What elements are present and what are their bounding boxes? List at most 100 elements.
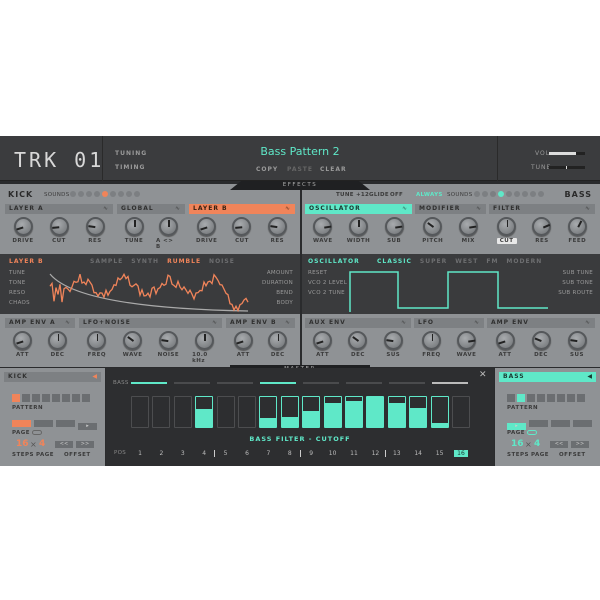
pattern-pad[interactable] <box>537 394 545 402</box>
vol-slider[interactable] <box>549 152 585 155</box>
sequencer-step[interactable] <box>131 396 149 428</box>
side-header[interactable]: BASS ◀ <box>499 372 596 382</box>
sound-slot[interactable] <box>118 191 124 197</box>
pattern-title[interactable]: Bass Pattern 2 <box>260 145 340 158</box>
lane-segment[interactable] <box>432 382 468 384</box>
knob-dec[interactable]: DEC <box>263 331 293 358</box>
loop-icon[interactable] <box>527 430 537 435</box>
section-header[interactable]: AUX ENV ∿ <box>305 318 411 328</box>
knob-dial[interactable] <box>531 331 551 350</box>
knob-dial[interactable] <box>422 331 441 350</box>
knob-dial[interactable] <box>124 217 144 236</box>
section-header[interactable]: LAYER B ∿ <box>189 204 295 214</box>
knob-dec[interactable]: DEC <box>43 331 73 358</box>
position-16[interactable]: 16 <box>454 450 468 457</box>
lane-segment[interactable] <box>217 382 253 384</box>
sound-slot[interactable] <box>514 191 520 197</box>
tune-slider[interactable] <box>549 166 585 169</box>
section-header[interactable]: FILTER ∿ <box>489 204 595 214</box>
sequencer-step[interactable] <box>216 396 235 428</box>
knob-drive[interactable]: DRIVE <box>192 217 222 244</box>
sequencer-step[interactable] <box>366 396 385 428</box>
section-header[interactable]: LAYER A ∿ <box>5 204 113 214</box>
sound-slot[interactable] <box>126 191 132 197</box>
param-sub-tone[interactable]: SUB TONE <box>562 280 593 286</box>
param-sub-tune[interactable]: SUB TUNE <box>562 270 593 276</box>
sound-slot[interactable] <box>110 191 116 197</box>
knob-10-0-khz[interactable]: 10.0 kHz <box>189 331 219 364</box>
section-header[interactable]: LFO ∿ <box>414 318 484 328</box>
position-11[interactable]: 11 <box>350 450 358 457</box>
tab-noise[interactable]: NOISE <box>209 258 235 265</box>
knob-res[interactable]: RES <box>262 217 292 244</box>
glide-value[interactable]: OFF <box>390 192 404 198</box>
knob-dial[interactable] <box>197 217 217 236</box>
lane-segment[interactable] <box>346 382 382 384</box>
position-1[interactable]: 1 <box>138 450 142 457</box>
param-vco-2-level[interactable]: VCO 2 LEVEL <box>308 280 348 286</box>
knob-dial[interactable] <box>383 331 403 350</box>
close-icon[interactable]: ✕ <box>479 370 487 380</box>
pattern-pad[interactable] <box>72 394 80 402</box>
side-header[interactable]: KICK ◀ <box>4 372 101 382</box>
page-button[interactable] <box>12 420 31 427</box>
knob-sus[interactable]: SUS <box>562 331 592 358</box>
offset-left-button[interactable]: << <box>55 441 73 448</box>
always-toggle[interactable]: ALWAYS <box>416 192 443 198</box>
param-tune[interactable]: TUNE <box>9 270 26 276</box>
pattern-pad[interactable] <box>557 394 565 402</box>
page-button[interactable] <box>573 420 592 427</box>
knob-pitch[interactable]: PITCH <box>418 217 448 244</box>
section-header[interactable]: AMP ENV ∿ <box>487 318 595 328</box>
knob-cut[interactable]: CUT <box>492 217 522 244</box>
pattern-pad[interactable] <box>517 394 525 402</box>
param-chaos[interactable]: CHAOS <box>9 300 30 306</box>
sequencer-step[interactable] <box>173 396 192 428</box>
section-header[interactable]: LFO+NOISE ∿ <box>79 318 222 328</box>
knob-dial[interactable] <box>232 217 252 236</box>
pattern-pad[interactable] <box>577 394 585 402</box>
sound-slot[interactable] <box>94 191 100 197</box>
section-header[interactable]: OSCILLATOR ∿ <box>305 204 412 214</box>
knob-dial[interactable] <box>313 331 333 350</box>
knob-dial[interactable] <box>49 217 69 236</box>
sequencer-step[interactable] <box>345 396 363 428</box>
page-button[interactable] <box>551 420 570 427</box>
sound-slot[interactable] <box>102 191 108 197</box>
knob-dial[interactable] <box>268 331 288 350</box>
page-button[interactable]: ▸ <box>78 423 97 430</box>
knob-dec[interactable]: DEC <box>343 331 373 358</box>
knob-att[interactable]: ATT <box>308 331 338 358</box>
bass-tune[interactable]: TUNE +12 <box>336 192 370 198</box>
sequencer-step[interactable] <box>302 396 321 428</box>
section-header[interactable]: AMP ENV A ∿ <box>5 318 75 328</box>
knob-att[interactable]: ATT <box>228 331 258 358</box>
knob-dial[interactable] <box>497 217 517 236</box>
lane-segment[interactable] <box>260 382 296 384</box>
offset-left-button[interactable]: << <box>550 441 568 448</box>
knob-width[interactable]: WIDTH <box>343 217 373 244</box>
sequencer-step[interactable] <box>409 396 428 428</box>
pattern-pad[interactable] <box>22 394 30 402</box>
param-bend[interactable]: BEND <box>276 290 293 296</box>
sound-slot[interactable] <box>86 191 92 197</box>
position-2[interactable]: 2 <box>159 450 164 457</box>
sequencer-step[interactable] <box>152 396 171 428</box>
sound-slot[interactable] <box>134 191 140 197</box>
knob-dial[interactable] <box>532 217 552 236</box>
sound-slot[interactable] <box>474 191 480 197</box>
knob-dial[interactable] <box>158 217 178 236</box>
speaker-icon[interactable]: ◀ <box>92 373 98 380</box>
sound-slot[interactable] <box>78 191 84 197</box>
knob-dial[interactable] <box>158 331 178 350</box>
param-body[interactable]: BODY <box>276 300 293 306</box>
tab-fm[interactable]: FM <box>486 258 499 265</box>
position-14[interactable]: 14 <box>414 450 422 457</box>
section-header[interactable]: AMP ENV B ∿ <box>226 318 295 328</box>
section-header[interactable]: MODIFIER ∿ <box>415 204 486 214</box>
sound-slot[interactable] <box>530 191 536 197</box>
knob-dial[interactable] <box>348 217 368 236</box>
param-tone[interactable]: TONE <box>9 280 26 286</box>
knob-cut[interactable]: CUT <box>44 217 74 244</box>
position-15[interactable]: 15 <box>435 450 444 457</box>
